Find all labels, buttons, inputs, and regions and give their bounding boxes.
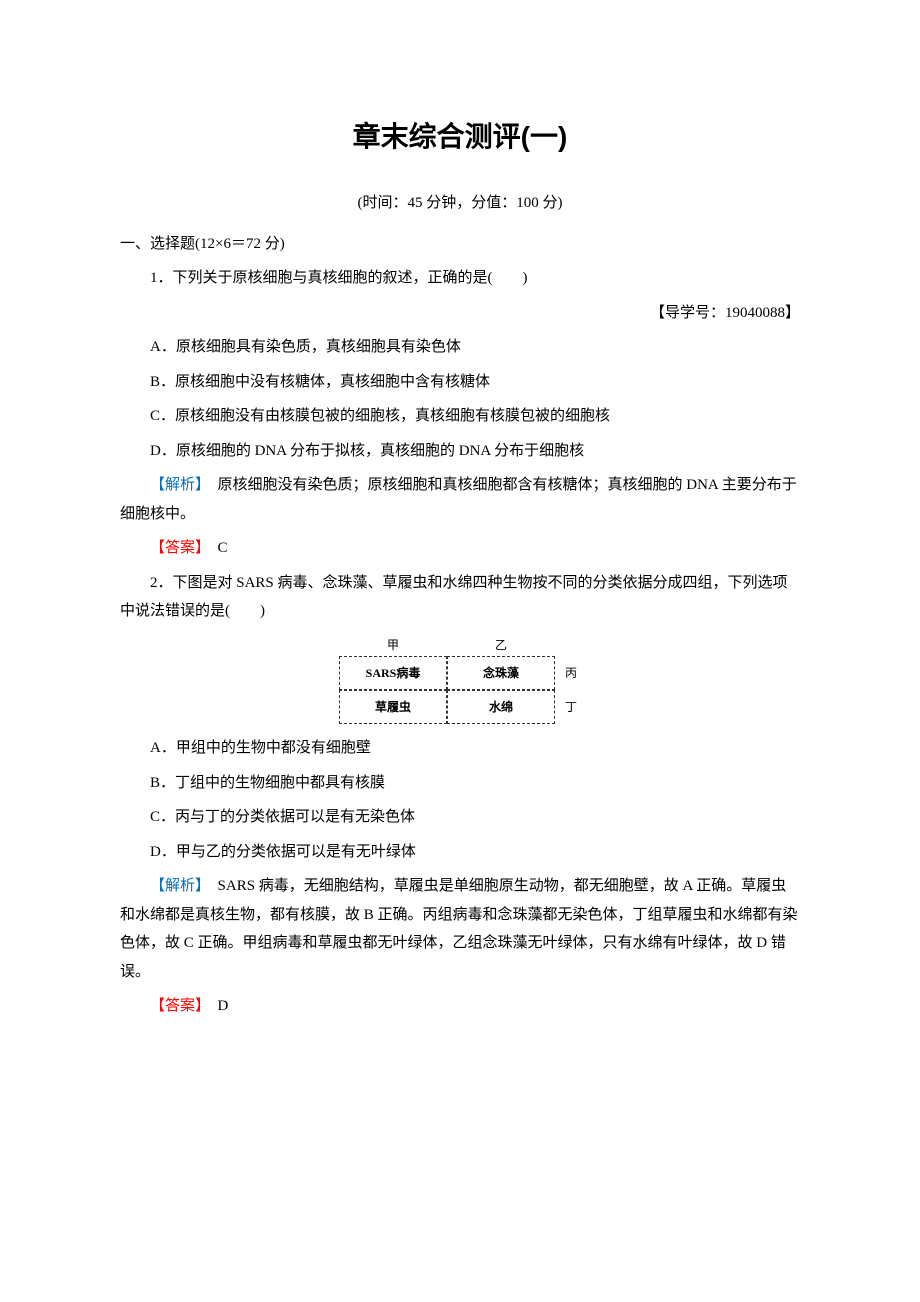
q1-answer: 【答案】 C [120,534,800,563]
q1-answer-label: 【答案】 [150,540,203,556]
q2-option-a: A．甲组中的生物中都没有细胞壁 [120,734,800,763]
q2-explanation-label: 【解析】 [150,878,203,894]
table-label-yi: 乙 [447,634,555,657]
q1-option-d: D．原核细胞的 DNA 分布于拟核，真核细胞的 DNA 分布于细胞核 [120,437,800,466]
section-heading: 一、选择题(12×6＝72 分) [120,230,800,259]
q1-guide-number: 【导学号：19040088】 [120,299,800,328]
q2-answer: 【答案】 D [120,992,800,1021]
q1-explanation-label: 【解析】 [150,477,203,493]
table-cell-nianzhuzao: 念珠藻 [447,656,555,690]
q2-explanation: 【解析】 SARS 病毒，无细胞结构，草履虫是单细胞原生动物，都无细胞壁，故 A… [120,872,800,986]
q2-option-b: B．丁组中的生物细胞中都具有核膜 [120,769,800,798]
table-label-bing: 丙 [555,662,581,685]
table-cell-shuimian: 水绵 [447,690,555,724]
exam-meta: (时间：45 分钟，分值：100 分) [120,189,800,218]
table-cell-sars: SARS病毒 [339,656,447,690]
q1-answer-text: C [203,540,228,556]
q1-explanation: 【解析】 原核细胞没有染色质；原核细胞和真核细胞都含有核糖体；真核细胞的 DNA… [120,471,800,528]
q2-option-c: C．丙与丁的分类依据可以是有无染色体 [120,803,800,832]
q1-option-b: B．原核细胞中没有核糖体，真核细胞中含有核糖体 [120,368,800,397]
q1-option-c: C．原核细胞没有由核膜包被的细胞核，真核细胞有核膜包被的细胞核 [120,402,800,431]
q2-stem: 2．下图是对 SARS 病毒、念珠藻、草履虫和水绵四种生物按不同的分类依据分成四… [120,569,800,626]
q2-answer-text: D [203,998,229,1014]
table-cell-caolvchong: 草履虫 [339,690,447,724]
classification-table: 甲 乙 SARS病毒 念珠藻 丙 草履虫 水绵 丁 [120,634,800,725]
q2-explanation-text: SARS 病毒，无细胞结构，草履虫是单细胞原生动物，都无细胞壁，故 A 正确。草… [120,878,798,980]
q1-option-a: A．原核细胞具有染色质，真核细胞具有染色体 [120,333,800,362]
q1-explanation-text: 原核细胞没有染色质；原核细胞和真核细胞都含有核糖体；真核细胞的 DNA 主要分布… [120,477,797,522]
page-title: 章末综合测评(一) [120,110,800,163]
table-label-ding: 丁 [555,696,581,719]
q2-option-d: D．甲与乙的分类依据可以是有无叶绿体 [120,838,800,867]
q1-stem: 1．下列关于原核细胞与真核细胞的叙述，正确的是( ) [120,264,800,293]
table-label-jia: 甲 [339,634,447,657]
q2-answer-label: 【答案】 [150,998,203,1014]
